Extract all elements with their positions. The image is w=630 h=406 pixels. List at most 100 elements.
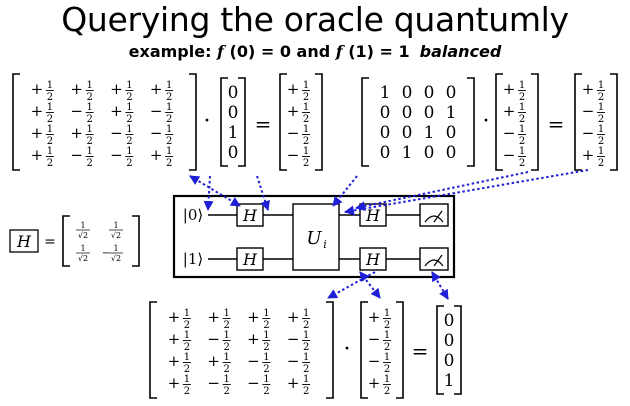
meter-needle: [433, 210, 443, 223]
meter-box: [419, 203, 449, 227]
fraction-denominator: 2: [184, 364, 190, 375]
f0-expression: (0) = 0 and: [223, 42, 336, 61]
entry-sign: +: [368, 374, 381, 392]
matrix-entry: 1: [380, 83, 391, 103]
matrix-entry: +12: [31, 146, 54, 169]
entry-sign: −: [247, 374, 260, 392]
hadamard-gate: H: [236, 247, 264, 271]
entry-sign: −: [582, 102, 595, 120]
entry-sign: −: [287, 352, 300, 370]
matrix-brackets: [279, 73, 323, 171]
matrix-entry: −12: [207, 374, 231, 397]
fraction-numerator: 1: [384, 330, 390, 341]
equals-sign: =: [412, 339, 429, 363]
matrix-entry: +12: [168, 374, 191, 397]
equals-sign: =: [255, 112, 272, 136]
gate-box: [236, 247, 264, 271]
hadamard-definition: H =1√21√21√2−1√2: [9, 215, 140, 267]
entry-sign: −: [207, 374, 220, 392]
fraction-numerator: 1: [223, 374, 229, 385]
entry-sign: −: [110, 146, 123, 164]
matrix-entry: +12: [503, 102, 526, 125]
matrix-entry: +12: [31, 124, 54, 147]
fraction-denominator: 2: [47, 114, 53, 125]
matrix-entry: +12: [287, 80, 310, 103]
f1-expression: (1) = 1: [342, 42, 410, 61]
fraction-denominator: 2: [303, 114, 309, 125]
arrow-oracle-output: [344, 169, 589, 216]
fraction-denominator: √2: [111, 231, 121, 240]
fraction-denominator: 2: [166, 92, 172, 103]
matrix-entry: −12: [150, 102, 174, 125]
entry-sign: +: [31, 102, 44, 120]
entry-sign: +: [168, 308, 181, 326]
fraction-numerator: 1: [384, 374, 390, 385]
arrow-bottom-h-left: [327, 271, 376, 299]
gate-label: H: [242, 206, 258, 225]
function-f-0: f: [217, 42, 224, 61]
matrix-entry: 1: [228, 123, 239, 143]
fraction-numerator: 1: [303, 374, 309, 385]
gate-label: H: [242, 250, 258, 269]
entry-sign: −: [503, 146, 516, 164]
matrix-entry: 1√2: [76, 221, 90, 240]
fraction-denominator: 2: [166, 114, 172, 125]
left-bracket: [62, 215, 70, 267]
fraction-numerator: 1: [113, 244, 118, 253]
oracle-matrix: 1 0 0 00 0 0 10 0 1 00 1 0 0: [361, 77, 475, 167]
entry-sign: +: [168, 330, 181, 348]
fraction-numerator: 1: [47, 124, 53, 135]
fraction-denominator: 2: [166, 136, 172, 147]
fraction-denominator: 2: [47, 136, 53, 147]
fraction-denominator: 2: [303, 136, 309, 147]
fraction-numerator: 1: [184, 308, 190, 319]
fraction-numerator: 1: [598, 146, 604, 157]
entry-sign: +: [70, 80, 83, 98]
gate-box: [359, 203, 387, 227]
matrix-entry: +12: [150, 80, 174, 103]
fraction-numerator: 1: [303, 102, 309, 113]
matrix-entry: −12: [287, 124, 310, 147]
right-bracket: [396, 301, 404, 399]
fraction-numerator: 1: [47, 80, 53, 91]
matrix-entry: 1: [424, 123, 435, 143]
hadamard-4x4-top: +12 +12 +12 +12+ 12−12 +12−12+ 12 +12−12−12+ 12−…: [12, 73, 197, 171]
entry-sign: +: [287, 308, 300, 326]
fraction-denominator: 2: [86, 136, 92, 147]
fraction-denominator: √2: [111, 254, 121, 263]
right-bracket: [467, 77, 475, 167]
right-bracket: [610, 73, 618, 171]
arrow-top-h-to-matrix: [189, 175, 241, 207]
arrow-result-to-wire: [256, 175, 270, 211]
matrix-entry: +12: [207, 352, 231, 375]
fraction-denominator: 2: [303, 320, 309, 331]
hadamard-4x4-bottom: +12 +12 +12 +12+ 12−12 +12−12+ 12 +12−12−12+ 12−…: [149, 301, 334, 399]
right-bracket: [189, 73, 197, 171]
fraction-numerator: 1: [598, 80, 604, 91]
gate-label: H: [365, 250, 381, 269]
matrix-brackets: [361, 77, 475, 167]
fraction-numerator: 1: [80, 244, 85, 253]
fraction-denominator: 2: [598, 114, 604, 125]
left-bracket: [436, 305, 444, 395]
fraction-numerator: 1: [184, 330, 190, 341]
matrix-entry: 1: [444, 371, 455, 391]
entry-sign: −: [70, 146, 83, 164]
matrix-equations: +12 +12 +12 +12+ 12−12 +12−12+ 12 +12−12−12+ 12−…: [9, 73, 618, 399]
entry-sign: +: [150, 146, 163, 164]
fraction-denominator: 2: [47, 92, 53, 103]
fraction-denominator: 2: [263, 386, 269, 397]
fraction-denominator: 2: [519, 114, 525, 125]
meter-arc: [424, 215, 444, 223]
fraction-denominator: 2: [47, 158, 53, 169]
matrix-entry: +12: [110, 80, 134, 103]
matrix-entry: 0: [444, 351, 455, 371]
left-bracket: [149, 301, 157, 399]
entry-sign: −: [368, 352, 381, 370]
fraction-numerator: 1: [598, 102, 604, 113]
fraction-denominator: 2: [598, 158, 604, 169]
multiply-dot: ·: [344, 337, 351, 362]
matrix-entry: +12: [287, 308, 311, 331]
entry-sign: −: [110, 124, 123, 142]
matrix-entry: +12: [70, 80, 94, 103]
